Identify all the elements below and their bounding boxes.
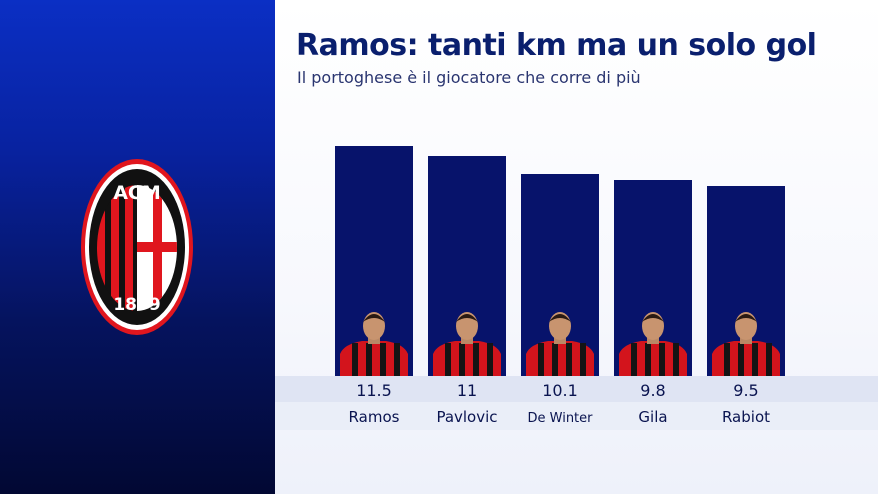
value-label: 11 (457, 381, 477, 400)
value-label: 11.5 (356, 381, 392, 400)
sidebar: ACM 1899 (0, 0, 275, 494)
chart-subtitle: Il portoghese è il giocatore che corre d… (297, 68, 641, 87)
value-label: 10.1 (542, 381, 578, 400)
value-label: 9.8 (640, 381, 665, 400)
player-portrait-icon (340, 312, 408, 376)
player-portrait-icon (433, 312, 501, 376)
crest-bottom-text: 1899 (113, 295, 160, 315)
player-portrait-icon (712, 312, 780, 376)
player-portrait-icon (526, 312, 594, 376)
value-band (275, 376, 878, 402)
category-band (275, 402, 878, 430)
ac-milan-crest-icon: ACM 1899 (81, 159, 193, 335)
category-label: Rabiot (722, 408, 770, 426)
category-label: Ramos (349, 408, 400, 426)
chart-title: Ramos: tanti km ma un solo gol (296, 28, 817, 63)
crest-top-text: ACM (113, 182, 161, 204)
player-portrait-icon (619, 312, 687, 376)
category-label: Gila (638, 408, 667, 426)
category-label: De Winter (528, 411, 594, 426)
category-label: Pavlovic (436, 408, 497, 426)
value-label: 9.5 (733, 381, 758, 400)
bar-chart: 11.5 Ramos 11 Pavlovic 10.1 De Winter 9.8 Gila 9… (335, 146, 785, 426)
